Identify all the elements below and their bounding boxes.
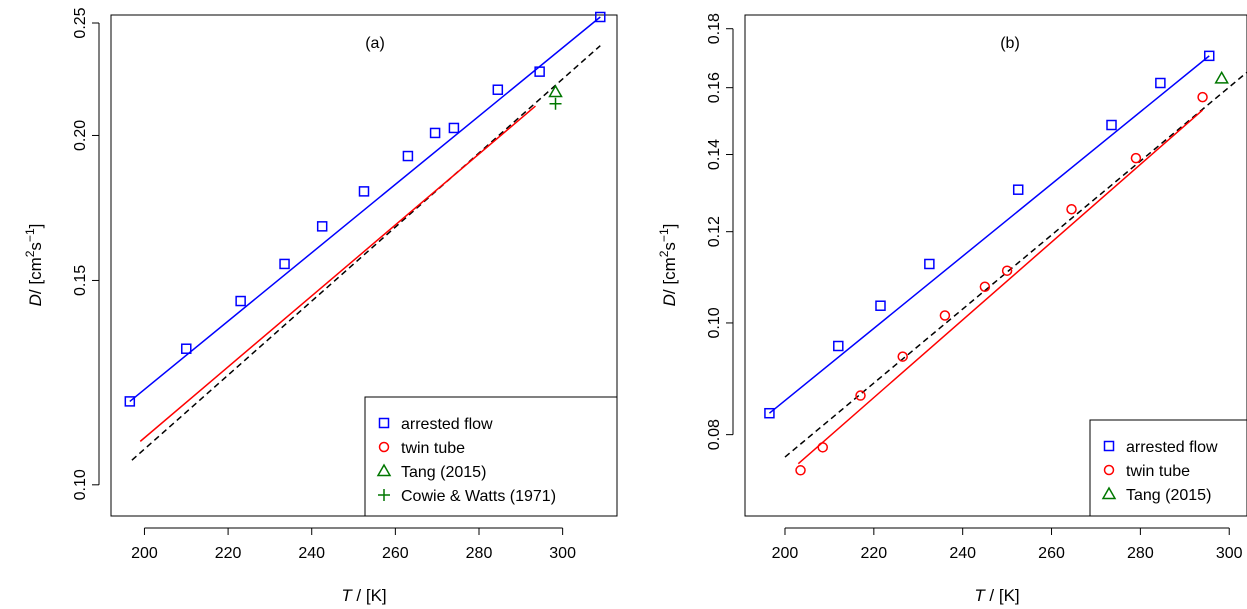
data-points-b	[764, 50, 1229, 476]
data-point	[1012, 184, 1024, 195]
x-tick-label: 240	[949, 545, 976, 562]
data-point	[1197, 91, 1208, 103]
x-tick-label: 300	[1216, 545, 1243, 562]
data-point	[429, 127, 441, 139]
data-point	[595, 11, 606, 23]
legend-label: Tang (2015)	[1126, 487, 1211, 504]
data-point	[1001, 265, 1013, 276]
data-point	[1106, 119, 1117, 131]
fit-line	[768, 55, 1210, 414]
data-point	[181, 343, 192, 354]
y-tick-label: 0.16	[706, 72, 723, 103]
data-point	[924, 258, 935, 270]
data-point	[764, 407, 775, 419]
panel-title-a: (a)	[365, 35, 385, 52]
reference-line-b	[784, 71, 1247, 458]
x-axis-label-b: T / [K]	[974, 586, 1019, 605]
fit-lines-b	[768, 55, 1210, 465]
y-tick-label: 0.20	[72, 120, 89, 151]
data-point	[1130, 152, 1142, 164]
data-point	[402, 150, 414, 162]
x-tick-label: 200	[131, 545, 158, 562]
x-tick-label: 220	[860, 545, 887, 562]
legend-marker	[1103, 464, 1115, 476]
panel-b: (b) 200 220 240 260 280 300 0.08 0.10 0.12 0.14 0.…	[657, 13, 1247, 605]
axes-a: 200 220 240 260 280 300 0.10 0.15 0.20 0.25	[72, 7, 576, 562]
y-tick-label: 0.18	[706, 13, 723, 44]
legend-label: twin tube	[401, 440, 465, 457]
data-point	[1203, 50, 1215, 62]
data-point	[979, 281, 991, 292]
fit-line	[129, 16, 601, 402]
y-axis-label-b: D/ [cm2s−1]	[657, 224, 679, 307]
data-point	[1066, 203, 1077, 215]
data-points-a	[124, 11, 606, 407]
data-point	[855, 390, 866, 401]
legend-label: Cowie & Watts (1971)	[401, 488, 556, 505]
y-tick-label: 0.25	[72, 7, 89, 38]
legend-label: arrested flow	[1126, 439, 1218, 456]
y-tick-label: 0.12	[706, 216, 723, 247]
legend-a: arrested flow twin tube Tang (2015) Cowie &…	[364, 396, 618, 517]
data-point	[316, 221, 328, 232]
reference-line-a	[131, 45, 601, 461]
fit-lines-a	[129, 16, 601, 442]
data-point	[548, 84, 563, 98]
data-point	[124, 396, 136, 407]
x-tick-label: 300	[549, 545, 576, 562]
data-point	[939, 310, 951, 321]
legend-box-b	[1089, 419, 1247, 517]
data-point	[549, 97, 562, 110]
axes-b: 200 220 240 260 280 300 0.08 0.10 0.12 0.14 0.16 0.…	[706, 13, 1243, 562]
legend-box-a	[364, 396, 618, 517]
legend-marker	[378, 489, 390, 501]
legend-b: arrested flow twin tube Tang (2015)	[1089, 419, 1247, 517]
data-point	[1155, 77, 1166, 89]
y-tick-label: 0.08	[706, 419, 723, 450]
y-tick-label: 0.10	[72, 469, 89, 500]
legend-marker	[378, 441, 390, 453]
legend-marker	[1101, 486, 1117, 500]
y-tick-label: 0.15	[72, 265, 89, 296]
y-tick-label: 0.14	[706, 139, 723, 170]
data-point	[235, 295, 246, 307]
data-point	[897, 351, 908, 362]
legend-label: arrested flow	[401, 416, 493, 433]
data-point	[448, 122, 460, 134]
data-point	[795, 465, 806, 476]
panel-title-b: (b)	[1000, 35, 1020, 52]
x-tick-label: 240	[298, 545, 325, 562]
legend-label: Tang (2015)	[401, 464, 486, 481]
x-tick-label: 280	[466, 545, 493, 562]
y-axis-label-a: D/ [cm2s−1]	[23, 224, 45, 307]
x-tick-label: 260	[1038, 545, 1065, 562]
data-point	[817, 442, 828, 453]
legend-marker	[1103, 440, 1115, 452]
x-tick-label: 200	[772, 545, 799, 562]
fit-line	[797, 109, 1204, 465]
data-point	[1214, 70, 1229, 84]
panel-a: (a) 200 220 240 260 280 300 0.10 0.15 0.20 0.25 T…	[23, 7, 618, 605]
data-point	[534, 66, 545, 77]
data-point	[358, 186, 370, 197]
plot-frame-a	[110, 14, 618, 517]
legend-marker	[376, 463, 392, 477]
plot-frame-b	[744, 14, 1247, 517]
x-tick-label: 280	[1127, 545, 1154, 562]
y-tick-label: 0.10	[706, 307, 723, 338]
fit-line	[139, 105, 536, 442]
x-axis-label-a: T / [K]	[341, 586, 386, 605]
dashed-reference-line	[131, 45, 601, 461]
data-point	[875, 300, 886, 311]
legend-marker	[378, 417, 390, 429]
legend-label: twin tube	[1126, 463, 1190, 480]
dashed-reference-line	[784, 71, 1247, 458]
data-point	[833, 340, 844, 352]
data-point	[279, 258, 290, 270]
data-point	[492, 84, 504, 95]
x-tick-label: 260	[382, 545, 409, 562]
x-tick-label: 220	[215, 545, 242, 562]
